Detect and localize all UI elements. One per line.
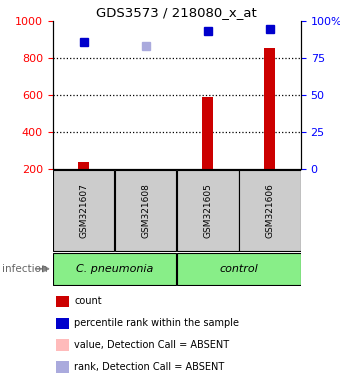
Text: percentile rank within the sample: percentile rank within the sample	[74, 318, 239, 328]
Bar	[115, 170, 176, 251]
Text: rank, Detection Call = ABSENT: rank, Detection Call = ABSENT	[74, 362, 224, 372]
Text: GSM321608: GSM321608	[141, 183, 150, 238]
Title: GDS3573 / 218080_x_at: GDS3573 / 218080_x_at	[97, 5, 257, 18]
Bar	[53, 170, 115, 251]
Text: GSM321606: GSM321606	[266, 183, 274, 238]
Bar	[78, 162, 89, 169]
Bar	[53, 253, 176, 285]
Bar	[177, 253, 301, 285]
Text: infection: infection	[2, 264, 47, 274]
Bar	[239, 170, 301, 251]
Text: GSM321607: GSM321607	[79, 183, 88, 238]
Text: value, Detection Call = ABSENT: value, Detection Call = ABSENT	[74, 340, 229, 350]
Bar	[177, 170, 239, 251]
Text: control: control	[220, 264, 258, 274]
Bar	[264, 48, 275, 169]
Text: C. pneumonia: C. pneumonia	[76, 264, 153, 274]
Bar	[140, 169, 151, 172]
Bar	[202, 97, 214, 169]
Text: count: count	[74, 296, 102, 306]
Text: GSM321605: GSM321605	[203, 183, 212, 238]
